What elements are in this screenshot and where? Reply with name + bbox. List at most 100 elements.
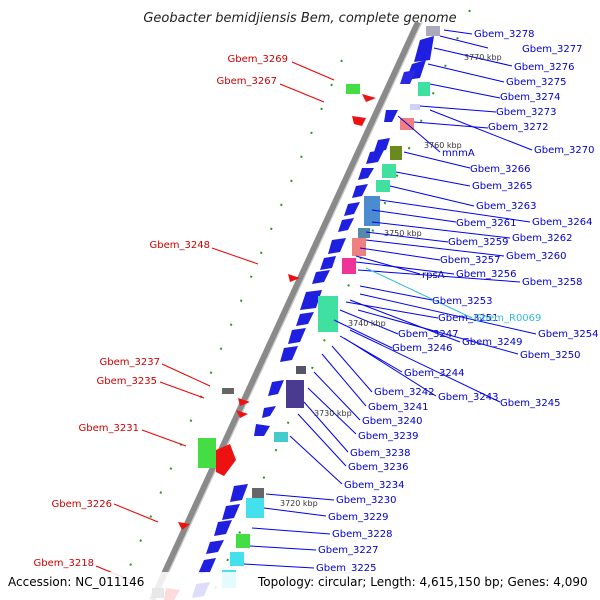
gene-label[interactable]: Gbem_3260 [506, 251, 566, 262]
gene-arrow[interactable] [280, 346, 298, 362]
gene-label[interactable]: Gbem_3225 [316, 563, 376, 574]
gene-label[interactable]: Gbem_3236 [348, 462, 408, 473]
gene-label[interactable]: Gbem_3275 [506, 77, 566, 88]
gene-label[interactable]: Gbem_3241 [368, 402, 428, 413]
gene-box[interactable] [222, 388, 234, 394]
gene-box[interactable] [418, 82, 430, 96]
gene-box[interactable] [342, 258, 356, 274]
gene-label[interactable]: Gbem_3278 [474, 29, 534, 40]
gene-box[interactable] [410, 104, 420, 110]
gene-arrow[interactable] [178, 522, 190, 530]
gene-label[interactable]: Gbem_3259 [448, 237, 508, 248]
gene-label[interactable]: Gbem_3266 [470, 164, 530, 175]
gene-arrow[interactable] [352, 184, 368, 198]
gene-box[interactable] [358, 228, 370, 238]
gene-label[interactable]: Gbem_3267 [217, 76, 277, 87]
gene-arrow[interactable] [230, 484, 248, 502]
gene-arrow[interactable] [384, 110, 398, 122]
gene-label[interactable]: Gbem_3245 [500, 398, 560, 409]
gene-label[interactable]: Gbem_3274 [500, 92, 560, 103]
gene-label[interactable]: Gbem_3244 [404, 368, 464, 379]
gene-label[interactable]: Gbem_3238 [350, 448, 410, 459]
gene-label[interactable]: Gbem_3231 [79, 423, 139, 434]
gene-label[interactable]: mnmA [442, 148, 475, 159]
gene-arrow[interactable] [268, 380, 284, 396]
gene-label[interactable]: Gbem_3264 [532, 217, 592, 228]
gene-arrow[interactable] [328, 238, 346, 254]
gene-arrow[interactable] [366, 150, 384, 164]
gene-label[interactable]: Gbem_3273 [496, 107, 556, 118]
gene-arrow[interactable] [320, 256, 336, 270]
gene-label[interactable]: Gbem_3234 [344, 480, 404, 491]
gene-arrow[interactable] [216, 444, 236, 476]
gene-arrow[interactable] [400, 70, 416, 84]
gene-label[interactable]: rpsA [422, 270, 445, 281]
gene-label[interactable]: Gbem_3270 [534, 145, 594, 156]
gene-arrow[interactable] [300, 290, 322, 310]
gene-box[interactable] [286, 380, 304, 408]
gene-label[interactable]: Gbem_3263 [476, 201, 536, 212]
gene-label[interactable]: Gbem_3276 [514, 62, 574, 73]
gene-label-rna[interactable]: Gbem_R0069 [474, 313, 541, 324]
gene-label[interactable]: Gbem_3254 [538, 329, 598, 340]
gene-label[interactable]: Gbem_3239 [358, 431, 418, 442]
gene-label[interactable]: Gbem_3235 [97, 376, 157, 387]
gene-label[interactable]: Gbem_3227 [318, 545, 378, 556]
gene-arrow[interactable] [262, 406, 276, 418]
gene-label[interactable]: Gbem_3265 [472, 181, 532, 192]
gene-label[interactable]: Gbem_3246 [392, 343, 452, 354]
gene-label[interactable]: Gbem_3228 [332, 529, 392, 540]
gene-arrow[interactable] [296, 312, 314, 326]
gene-label[interactable]: Gbem_3262 [512, 233, 572, 244]
gene-arrow[interactable] [206, 540, 224, 554]
gene-box[interactable] [364, 196, 380, 226]
gene-label[interactable]: Gbem_3243 [438, 392, 498, 403]
gene-label[interactable]: Gbem_3256 [456, 269, 516, 280]
gene-label[interactable]: Gbem_3250 [520, 350, 580, 361]
gene-arrow[interactable] [312, 270, 330, 284]
gene-label[interactable]: Gbem_3269 [228, 54, 288, 65]
gene-box[interactable] [426, 26, 440, 36]
gene-box[interactable] [198, 438, 216, 468]
gene-box[interactable] [296, 366, 306, 374]
gene-arrow[interactable] [344, 202, 360, 216]
gene-arrow[interactable] [352, 116, 366, 126]
gene-label[interactable]: Gbem_3261 [456, 218, 516, 229]
gene-arrow[interactable] [362, 94, 376, 102]
gene-label[interactable]: Gbem_3242 [374, 387, 434, 398]
gene-arrow[interactable] [238, 398, 250, 406]
gene-box[interactable] [346, 84, 360, 94]
gene-label[interactable]: Gbem_3253 [432, 296, 492, 307]
gene-label[interactable]: Gbem_3272 [488, 122, 548, 133]
gene-label[interactable]: Gbem_3258 [522, 277, 582, 288]
gene-box[interactable] [252, 488, 264, 498]
gene-arrow[interactable] [338, 218, 354, 232]
gene-arrow[interactable] [288, 328, 306, 344]
gene-box[interactable] [236, 534, 250, 548]
gene-box[interactable] [390, 146, 402, 160]
gene-label[interactable]: Gbem_3240 [362, 416, 422, 427]
gene-label[interactable]: Gbem_3248 [150, 240, 210, 251]
gene-label[interactable]: Gbem_3218 [34, 558, 94, 569]
gene-box[interactable] [352, 238, 366, 256]
gene-box[interactable] [230, 552, 244, 566]
gene-arrow[interactable] [374, 138, 390, 152]
gene-label[interactable]: Gbem_3249 [462, 337, 522, 348]
gene-label[interactable]: Gbem_3230 [336, 495, 396, 506]
gene-label[interactable]: Gbem_3277 [522, 44, 582, 55]
gene-arrow[interactable] [222, 504, 240, 520]
gene-arrow[interactable] [288, 274, 300, 282]
gene-label[interactable]: Gbem_3237 [100, 357, 160, 368]
gene-box[interactable] [318, 296, 338, 332]
gene-box[interactable] [274, 432, 288, 442]
gene-label[interactable]: Gbem_3251 [438, 313, 498, 324]
gene-arrow[interactable] [254, 424, 270, 436]
gene-arrow[interactable] [414, 36, 434, 62]
gene-arrow[interactable] [198, 558, 216, 574]
gene-label[interactable]: Gbem_3257 [440, 255, 500, 266]
gene-arrow[interactable] [236, 410, 248, 418]
gene-box[interactable] [376, 180, 390, 192]
gene-box[interactable] [246, 498, 264, 518]
gene-label[interactable]: Gbem_3247 [398, 329, 458, 340]
gene-label[interactable]: Gbem_3229 [328, 512, 388, 523]
